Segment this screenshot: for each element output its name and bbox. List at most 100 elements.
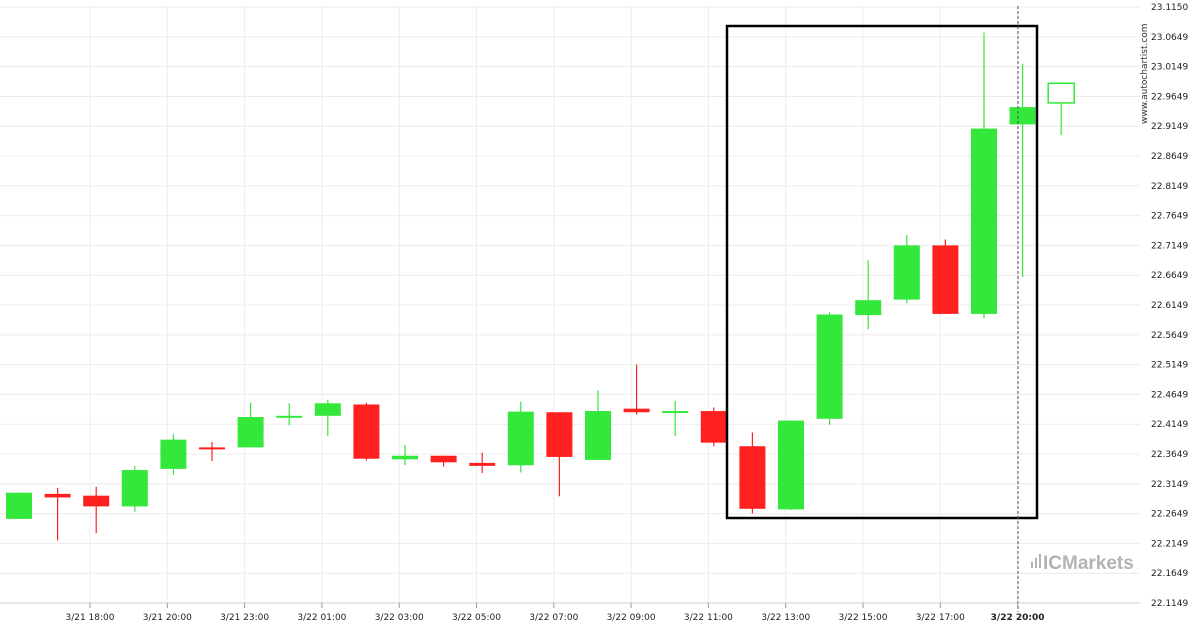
candle-bullish bbox=[816, 312, 843, 425]
candle-body bbox=[1009, 107, 1036, 125]
y-tick-label: 22.6149 bbox=[1151, 301, 1188, 311]
candle-bearish bbox=[83, 486, 110, 534]
y-tick-label: 22.9149 bbox=[1151, 122, 1188, 132]
y-tick-label: 22.8149 bbox=[1151, 182, 1188, 192]
candle-bearish bbox=[430, 455, 457, 467]
candle-bearish bbox=[353, 402, 380, 461]
candle-bullish bbox=[1009, 63, 1036, 277]
y-axis-ticks: 23.1150 23.0649 23.0149 22.9649 22.9149 22.86… bbox=[1151, 3, 1188, 609]
y-tick-label: 22.5149 bbox=[1151, 361, 1188, 371]
candle-bullish bbox=[160, 434, 187, 475]
x-tick-label: 3/22 01:00 bbox=[297, 613, 346, 623]
x-axis-ticks: 3/21 18:00 3/21 20:00 3/21 23:00 3/22 01:00… bbox=[65, 603, 1045, 623]
candles bbox=[6, 32, 1075, 541]
brand-bar-icon bbox=[1039, 554, 1041, 568]
candle-body bbox=[623, 408, 650, 413]
candle-body bbox=[353, 404, 380, 459]
candle-bullish bbox=[121, 465, 148, 512]
candle-body bbox=[932, 245, 959, 314]
candle-bearish bbox=[469, 452, 496, 474]
y-tick-label: 22.3649 bbox=[1151, 450, 1188, 460]
candle-bearish bbox=[700, 407, 727, 447]
candle-body bbox=[314, 403, 341, 416]
candle-body bbox=[430, 455, 457, 463]
x-tick-label: 3/21 20:00 bbox=[143, 613, 192, 623]
candle-bearish bbox=[546, 412, 573, 497]
candle-body bbox=[199, 447, 225, 450]
candle-bullish bbox=[585, 390, 611, 460]
candle-bearish bbox=[739, 432, 766, 514]
y-tick-label: 23.0649 bbox=[1151, 33, 1188, 43]
candle-bullish bbox=[314, 399, 341, 437]
candle-body bbox=[507, 411, 534, 466]
y-tick-label: 22.2149 bbox=[1151, 539, 1188, 549]
candle-body bbox=[893, 245, 920, 300]
candle-bearish bbox=[44, 487, 71, 541]
candle-body bbox=[778, 420, 804, 510]
y-tick-label: 22.4149 bbox=[1151, 420, 1188, 430]
candle-body bbox=[546, 412, 573, 457]
x-tick-label: 3/22 03:00 bbox=[375, 613, 424, 623]
candle-body bbox=[44, 493, 71, 498]
y-tick-label: 23.0149 bbox=[1151, 63, 1188, 73]
brand-bar-icon bbox=[1031, 562, 1033, 568]
x-tick-label: 3/22 07:00 bbox=[529, 613, 578, 623]
candle-bullish bbox=[893, 235, 920, 304]
y-tick-label: 22.3149 bbox=[1151, 480, 1188, 490]
candle-body bbox=[276, 415, 303, 418]
candle-body bbox=[816, 314, 843, 419]
x-tick-label: 3/22 15:00 bbox=[838, 613, 887, 623]
candle-body bbox=[855, 300, 882, 316]
x-tick-label: 3/22 05:00 bbox=[452, 613, 501, 623]
candle-bullish bbox=[971, 32, 997, 319]
candle-bullish bbox=[662, 400, 689, 437]
candle-bullish bbox=[392, 445, 418, 466]
candle-bearish bbox=[623, 364, 650, 415]
candle-body bbox=[971, 128, 997, 314]
candle-body bbox=[160, 439, 187, 469]
y-tick-label: 22.5649 bbox=[1151, 331, 1188, 341]
x-tick-label: 3/22 09:00 bbox=[607, 613, 656, 623]
candle-body bbox=[469, 462, 496, 466]
candle-body bbox=[739, 446, 766, 509]
candle-body bbox=[585, 411, 611, 460]
y-tick-label: 23.1150 bbox=[1151, 3, 1188, 13]
candle-body bbox=[121, 470, 148, 507]
candle-body bbox=[83, 495, 110, 507]
candle-bullish bbox=[276, 403, 303, 426]
candle-body bbox=[700, 411, 727, 443]
y-tick-label: 22.1649 bbox=[1151, 569, 1188, 579]
grid-lines bbox=[0, 6, 1140, 604]
candle-bearish bbox=[199, 442, 225, 462]
pattern-highlight-box bbox=[725, 24, 1039, 520]
x-tick-label: 3/22 13:00 bbox=[761, 613, 810, 623]
brand-text: ICMarkets bbox=[1043, 553, 1134, 574]
y-tick-label: 22.1149 bbox=[1151, 599, 1188, 609]
x-tick-label: 3/21 18:00 bbox=[65, 613, 114, 623]
brand-logo: ICMarkets bbox=[1031, 553, 1134, 574]
brand-bar-icon bbox=[1035, 558, 1037, 568]
candle-bearish bbox=[932, 239, 959, 314]
y-tick-label: 22.2649 bbox=[1151, 510, 1188, 520]
candle-bullish bbox=[855, 260, 882, 330]
y-tick-label: 22.8649 bbox=[1151, 152, 1188, 162]
candle-bullish bbox=[507, 401, 534, 473]
candle-body bbox=[392, 455, 418, 460]
candle-body bbox=[1047, 82, 1075, 104]
y-tick-label: 22.6649 bbox=[1151, 271, 1188, 281]
x-tick-label: 3/22 17:00 bbox=[916, 613, 965, 623]
candle-body bbox=[662, 411, 689, 414]
candle-bullish bbox=[1047, 82, 1075, 136]
x-tick-label: 3/22 11:00 bbox=[684, 613, 733, 623]
x-tick-label: 3/22 20:00 bbox=[991, 613, 1045, 623]
candle-body bbox=[6, 492, 32, 519]
x-tick-label: 3/21 23:00 bbox=[220, 613, 269, 623]
candle-bullish bbox=[6, 492, 32, 519]
candle-bullish bbox=[778, 420, 804, 510]
watermark-text: www.autochartist.com bbox=[1140, 23, 1150, 124]
y-tick-label: 22.7649 bbox=[1151, 212, 1188, 222]
candle-bullish bbox=[237, 402, 264, 448]
y-tick-label: 22.4649 bbox=[1151, 390, 1188, 400]
